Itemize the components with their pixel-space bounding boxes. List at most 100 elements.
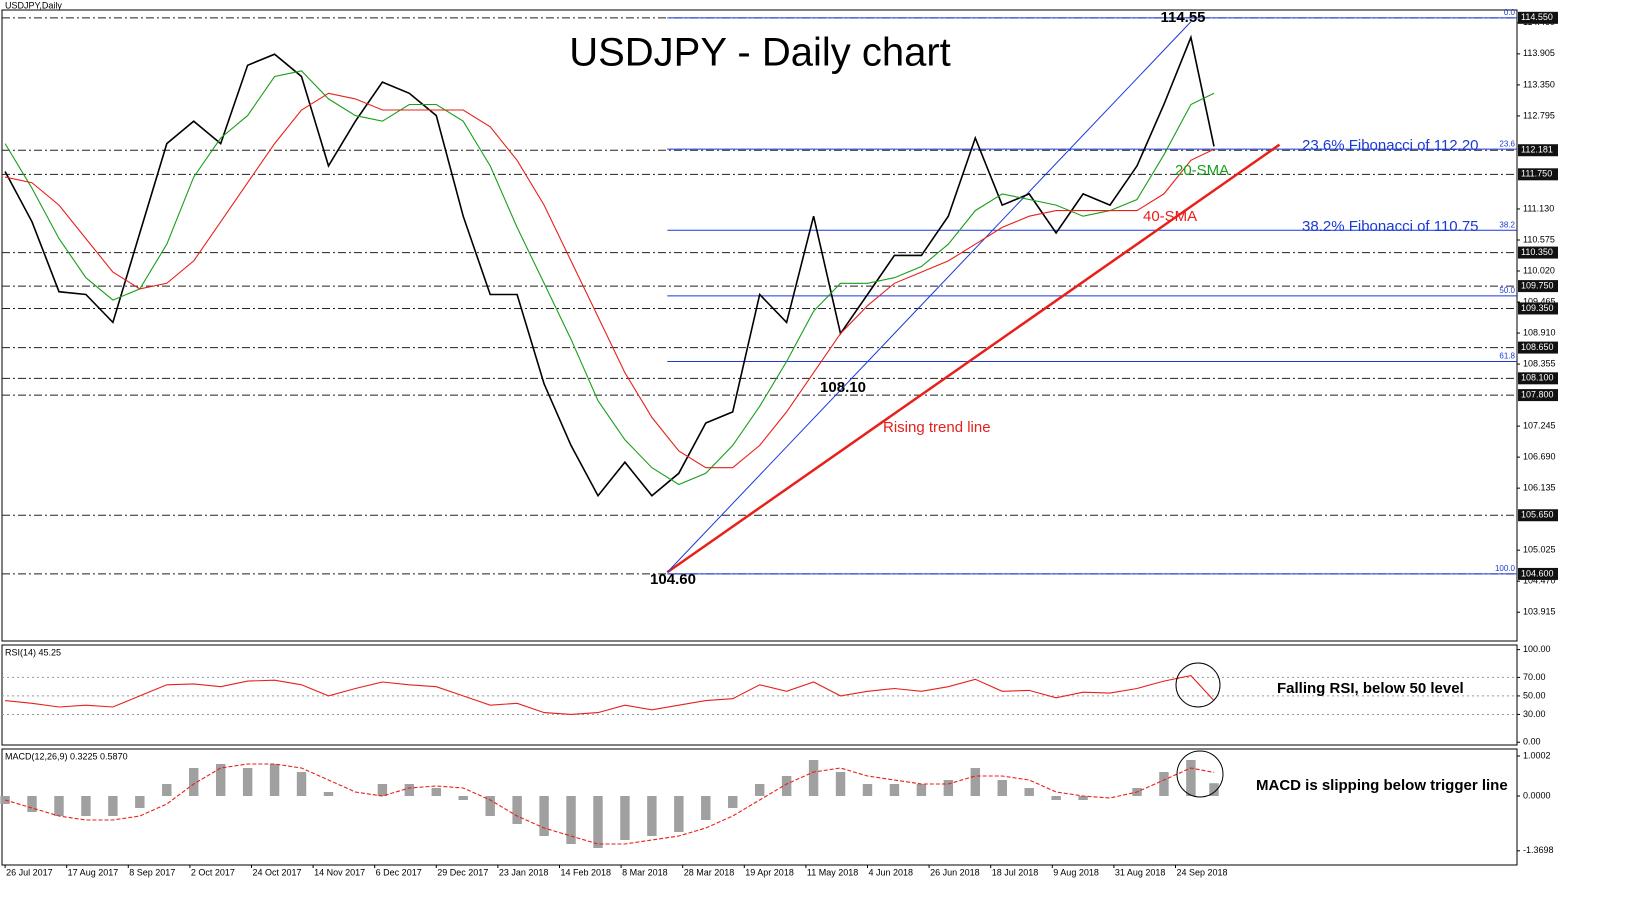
annotation: MACD is slipping below trigger line [1256, 777, 1508, 794]
x-tick-label: 6 Dec 2017 [376, 867, 422, 877]
panel-frame [1, 644, 1518, 746]
x-tick-label: 2 Oct 2017 [191, 867, 235, 877]
histogram-bar [242, 768, 253, 796]
y-tick-label: 110.020 [1523, 265, 1555, 275]
level-label: 108.100 [1521, 373, 1554, 383]
highlight-circle [1176, 750, 1224, 798]
histogram-bar [620, 796, 630, 840]
histogram-bar [323, 792, 334, 796]
histogram-bar [1051, 796, 1061, 800]
fib-label: 50.0 [1499, 286, 1515, 295]
y-tick-label: 70.00 [1523, 672, 1546, 682]
y-tick-label: -1.3698 [1523, 845, 1554, 855]
x-tick-label: 8 Sep 2017 [129, 867, 175, 877]
histogram-bar [701, 796, 711, 820]
histogram-bar [674, 796, 684, 832]
panel-label: RSI(14) 45.25 [5, 647, 61, 657]
x-tick-label: 26 Jul 2017 [6, 867, 53, 877]
highlight-circle [1175, 662, 1221, 708]
x-tick-label: 19 Apr 2018 [745, 867, 794, 877]
level-box [1518, 509, 1558, 522]
y-tick-label: 113.905 [1523, 48, 1555, 58]
histogram-bar [728, 796, 738, 808]
x-tick-label: 24 Oct 2017 [252, 867, 301, 877]
histogram-bar [539, 796, 549, 836]
histogram-bar [593, 796, 603, 848]
histogram-bar [458, 796, 468, 800]
level-label: 110.350 [1521, 247, 1553, 257]
panel-label: MACD(12,26,9) 0.3225 0.5870 [5, 751, 128, 761]
y-tick-label: 106.690 [1523, 451, 1556, 461]
level-box [1518, 246, 1558, 259]
y-tick-label: 112.795 [1523, 110, 1555, 120]
fib-label: 100.0 [1495, 564, 1516, 573]
annotation: Falling RSI, below 50 level [1277, 680, 1464, 697]
histogram-bar [1024, 788, 1034, 796]
level-label: 109.750 [1521, 280, 1554, 290]
y-tick-label: 50.00 [1523, 690, 1546, 700]
histogram-bar [566, 796, 576, 844]
histogram-bar [0, 796, 10, 804]
histogram-bar [889, 784, 900, 796]
x-tick-label: 9 Aug 2018 [1053, 867, 1099, 877]
y-tick-label: 1.0002 [1523, 750, 1551, 760]
y-tick-label: 113.350 [1523, 79, 1555, 89]
fib-label: 0.0 [1504, 8, 1516, 17]
series-line [4, 763, 1215, 845]
histogram-bar [377, 784, 388, 796]
level-box [1518, 144, 1558, 157]
histogram-bar [808, 760, 819, 796]
series-name: 20-SMA [1175, 162, 1229, 179]
y-tick-label: 106.135 [1523, 483, 1556, 493]
level-box [1518, 280, 1558, 293]
level-label: 109.350 [1521, 303, 1554, 313]
level-label: 108.650 [1521, 342, 1554, 352]
annotation: 38.2% Fibonacci of 110.75 [1302, 218, 1479, 235]
histogram-bar [754, 784, 765, 796]
level-label: 107.800 [1521, 389, 1554, 399]
x-tick-label: 29 Dec 2017 [437, 867, 488, 877]
histogram-bar [512, 796, 522, 824]
histogram-bar [135, 796, 145, 808]
annotation: 114.55 [1160, 9, 1205, 26]
x-tick-label: 8 Mar 2018 [622, 867, 668, 877]
y-tick-label: 110.575 [1523, 234, 1555, 244]
series-line [4, 70, 1215, 486]
histogram-bar [862, 784, 873, 796]
histogram-bar [27, 796, 37, 812]
histogram-bar [296, 772, 307, 796]
panel-frame [1, 9, 1518, 642]
x-tick-label: 14 Nov 2017 [314, 867, 365, 877]
histogram-bar [1078, 796, 1088, 800]
series-name: 40-SMA [1143, 208, 1197, 225]
histogram-bar [1209, 783, 1219, 796]
y-tick-label: 104.470 [1523, 576, 1556, 586]
histogram-bar [1159, 772, 1169, 796]
y-tick-label: 111.130 [1523, 203, 1554, 213]
histogram-bar [1186, 760, 1196, 796]
fib-label: 61.8 [1499, 352, 1515, 361]
y-tick-label: 107.245 [1523, 420, 1556, 430]
y-tick-label: 108.355 [1523, 358, 1556, 368]
x-tick-label: 17 Aug 2017 [68, 867, 119, 877]
x-tick-label: 24 Sep 2018 [1176, 867, 1227, 877]
level-label: 104.600 [1521, 568, 1554, 578]
annotation: 108.10 [820, 379, 866, 396]
histogram-bar [970, 768, 981, 796]
level-box [1518, 302, 1558, 315]
histogram-bar [997, 780, 1007, 796]
trend-line [666, 143, 1281, 574]
y-tick-label: 108.910 [1523, 327, 1556, 337]
panel-label: USDJPY - Daily chart [569, 31, 951, 75]
histogram-bar [647, 796, 657, 836]
x-tick-label: 11 May 2018 [807, 867, 858, 877]
level-box [1518, 341, 1558, 354]
x-tick-label: 23 Jan 2018 [499, 867, 549, 877]
annotation: 23.6% Fibonacci of 112.20 [1302, 137, 1479, 154]
level-label: 114.550 [1521, 12, 1553, 22]
x-tick-label: 28 Mar 2018 [684, 867, 735, 877]
level-label: 105.650 [1521, 510, 1554, 520]
histogram-bar [162, 784, 172, 796]
histogram-bar [485, 796, 495, 816]
